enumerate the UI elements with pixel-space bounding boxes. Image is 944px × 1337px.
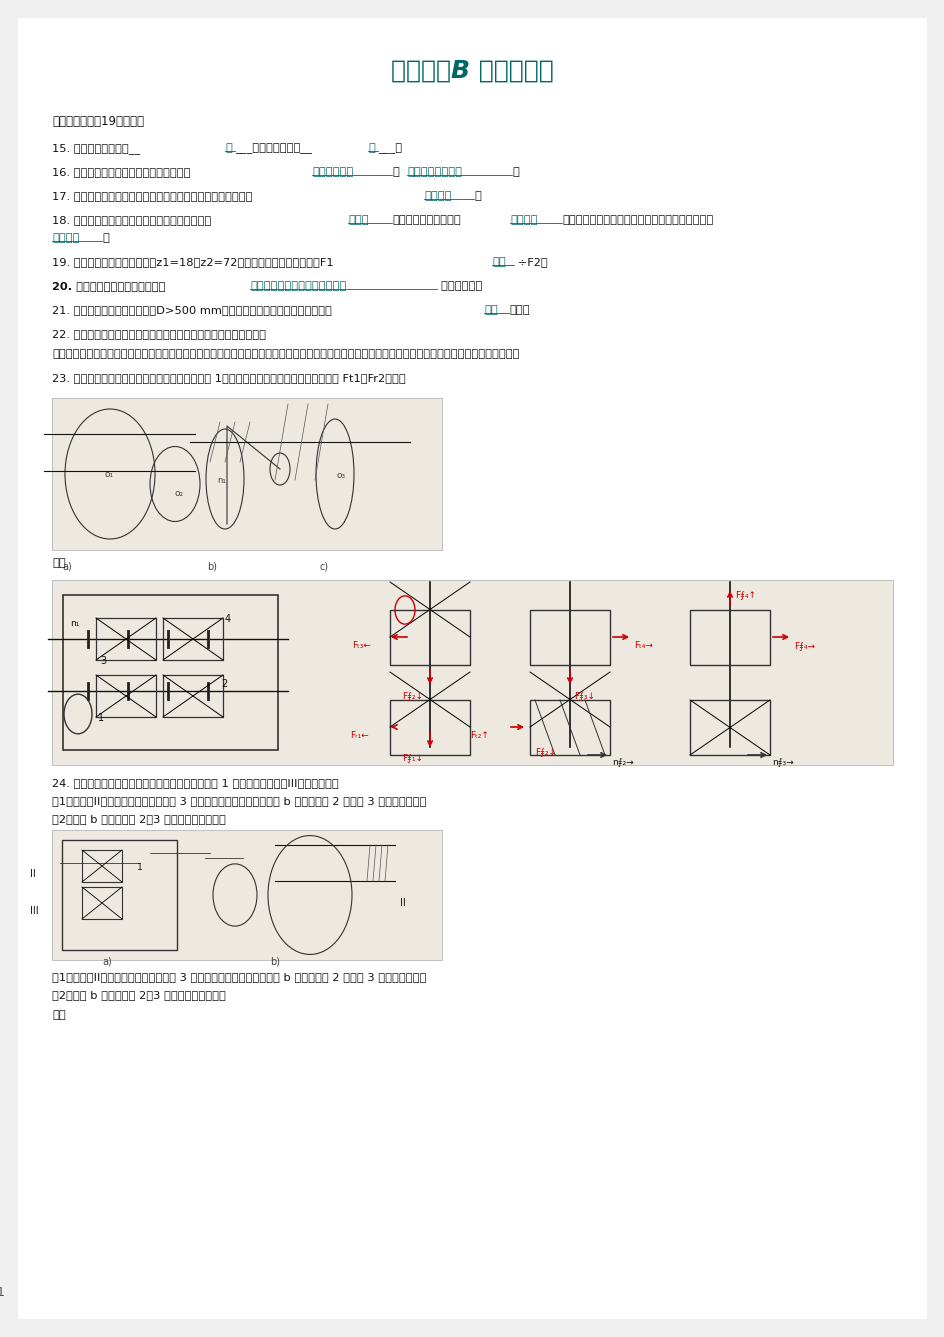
Text: b): b) bbox=[270, 957, 279, 967]
Text: 21. 对大批量生产、尺寸较大（D>500 mm）、形状复杂的齿轮，设计时应选择: 21. 对大批量生产、尺寸较大（D>500 mm）、形状复杂的齿轮，设计时应选择 bbox=[52, 305, 331, 316]
Text: 轮齿弯曲疲劳折断: 轮齿弯曲疲劳折断 bbox=[407, 167, 462, 176]
Bar bbox=[96, 618, 156, 660]
Text: Fₜ₂↑: Fₜ₂↑ bbox=[469, 731, 488, 739]
Bar bbox=[689, 701, 769, 755]
Text: 18. 一对齿轮啮合时，齿大、小齿轮的接触应力为: 18. 一对齿轮啮合时，齿大、小齿轮的接触应力为 bbox=[52, 215, 211, 225]
Text: 为计算对象。: 为计算对象。 bbox=[436, 281, 481, 291]
Text: ÷F2。: ÷F2。 bbox=[514, 257, 548, 267]
Text: 20. 互齿锥齿轮强度计算时，应以: 20. 互齿锥齿轮强度计算时，应以 bbox=[52, 281, 165, 291]
Bar bbox=[96, 675, 156, 717]
Text: 不相等的: 不相等的 bbox=[52, 233, 79, 243]
Text: o₃: o₃ bbox=[337, 471, 346, 480]
Text: （1）为使轴II所受的轴向力最小，齿轮 3 应选取的螺旋线方向，并在图 b 上标出齿轮 2 和齿轮 3 的螺旋线方向；: （1）为使轴II所受的轴向力最小，齿轮 3 应选取的螺旋线方向，并在图 b 上标… bbox=[52, 972, 426, 981]
Text: Fₜ₄→: Fₜ₄→ bbox=[633, 640, 652, 650]
Text: F⨎₃↓: F⨎₃↓ bbox=[573, 691, 595, 701]
Text: II: II bbox=[30, 869, 36, 878]
Text: 下: 下 bbox=[367, 143, 375, 152]
Text: 1: 1 bbox=[0, 1286, 5, 1300]
Text: 。: 。 bbox=[102, 233, 109, 243]
Text: a): a) bbox=[62, 562, 72, 572]
Text: 17. 高速重载齿轮传动，当润滑不良时载可能出现的失效形式是: 17. 高速重载齿轮传动，当润滑不良时载可能出现的失效形式是 bbox=[52, 191, 252, 201]
Text: 和: 和 bbox=[392, 167, 398, 176]
Text: n₁: n₁ bbox=[217, 476, 226, 485]
Bar bbox=[82, 886, 122, 919]
Text: 。: 。 bbox=[512, 167, 518, 176]
Text: F⨎₄↑: F⨎₄↑ bbox=[734, 590, 755, 599]
Text: （2）在图 b 上标出齿轮 2、3 所受各分力的方向。: （2）在图 b 上标出齿轮 2、3 所受各分力的方向。 bbox=[52, 814, 226, 824]
Text: a): a) bbox=[102, 957, 111, 967]
Text: 3: 3 bbox=[100, 656, 106, 666]
Text: 答：: 答： bbox=[52, 1009, 66, 1020]
Text: ___。: ___。 bbox=[378, 143, 402, 154]
Bar bbox=[62, 840, 177, 951]
Bar bbox=[689, 610, 769, 664]
Text: 相等的: 相等的 bbox=[347, 215, 368, 225]
Text: III: III bbox=[30, 906, 39, 916]
Text: n₁: n₁ bbox=[70, 619, 79, 628]
Bar bbox=[52, 398, 442, 550]
Text: 锻造: 锻造 bbox=[483, 305, 497, 316]
Text: 2: 2 bbox=[221, 679, 227, 689]
Text: 24. 图所示为二级斜齿圆柱齿轮减速器，已知：齿轮 1 的螺旋线方向和轴III的转向，求：: 24. 图所示为二级斜齿圆柱齿轮减速器，已知：齿轮 1 的螺旋线方向和轴III的… bbox=[52, 778, 338, 787]
Text: F⨎₂↓: F⨎₂↓ bbox=[401, 691, 423, 701]
Text: 15. 通常带传动松边在__: 15. 通常带传动松边在__ bbox=[52, 143, 140, 154]
Bar bbox=[63, 595, 278, 750]
Text: F⨎₄→: F⨎₄→ bbox=[793, 640, 814, 650]
Text: 不相等的: 不相等的 bbox=[510, 215, 537, 225]
Bar bbox=[52, 580, 892, 765]
Text: ；而弯曲用接触应力是: ；而弯曲用接触应力是 bbox=[392, 215, 461, 225]
Text: F⨎₂↓: F⨎₂↓ bbox=[534, 747, 555, 755]
Text: 齿面疲劳点蚀: 齿面疲劳点蚀 bbox=[312, 167, 353, 176]
Text: 三、主观题（共19道小题）: 三、主观题（共19道小题） bbox=[52, 115, 143, 128]
Text: b): b) bbox=[207, 562, 217, 572]
Bar bbox=[162, 618, 223, 660]
Bar bbox=[390, 610, 469, 664]
Text: 答：闭式齿轮传动主要失效形式为疲劳点蚀、折断、磨损等，须按接触强度来设计；而开式齿轮传动的主要失效形式为磨损、折断，只进行弯曲强度计算。: 答：闭式齿轮传动主要失效形式为疲劳点蚀、折断、磨损等，须按接触强度来设计；而开式… bbox=[52, 349, 519, 360]
Text: o₁: o₁ bbox=[105, 471, 114, 479]
Text: 上: 上 bbox=[225, 143, 231, 152]
Text: 19. 一对标准直齿圆柱齿轮，若z1=18，z2=72，则这对齿轮的弯曲应力：F1: 19. 一对标准直齿圆柱齿轮，若z1=18，z2=72，则这对齿轮的弯曲应力：F… bbox=[52, 257, 333, 267]
Text: o₂: o₂ bbox=[175, 489, 184, 497]
Text: ___，紧传动松边在__: ___，紧传动松边在__ bbox=[235, 143, 312, 154]
Bar bbox=[52, 830, 442, 960]
Text: （2）在图 b 上标出齿轮 2、3 所受各分力的方向。: （2）在图 b 上标出齿轮 2、3 所受各分力的方向。 bbox=[52, 989, 226, 1000]
Text: 毛坯。: 毛坯。 bbox=[509, 305, 529, 316]
Text: c): c) bbox=[320, 562, 329, 572]
Bar bbox=[530, 610, 610, 664]
Text: Fₜ₃←: Fₜ₃← bbox=[351, 640, 370, 650]
Bar bbox=[82, 850, 122, 882]
Text: II: II bbox=[399, 898, 405, 908]
Text: 23. 在下列各齿轮受力图中标注各力的符号（齿轮 1主动）。（各力符号应与数材一致，如 Ft1，Fr2等。）: 23. 在下列各齿轮受力图中标注各力的符号（齿轮 1主动）。（各力符号应与数材一… bbox=[52, 373, 405, 382]
Text: 机械设计B 主观题作业: 机械设计B 主观题作业 bbox=[391, 59, 553, 83]
Text: Fᵣ₁←: Fᵣ₁← bbox=[349, 731, 368, 739]
Text: 22. 闭式齿轮传动与开式齿轮传动的失效形式和设计准则有何不同？: 22. 闭式齿轮传动与开式齿轮传动的失效形式和设计准则有何不同？ bbox=[52, 329, 265, 340]
Bar bbox=[530, 701, 610, 755]
Text: 齿面胶合: 齿面胶合 bbox=[424, 191, 451, 201]
Text: F⨎₁↓: F⨎₁↓ bbox=[401, 753, 423, 762]
Text: 答：: 答： bbox=[52, 558, 66, 568]
Text: n⨎₂→: n⨎₂→ bbox=[612, 758, 633, 767]
Text: 齿宽中点处的当量直齿圆柱齿轮: 齿宽中点处的当量直齿圆柱齿轮 bbox=[250, 281, 346, 291]
Text: 1: 1 bbox=[137, 862, 143, 872]
Bar bbox=[162, 675, 223, 717]
Text: 1: 1 bbox=[98, 713, 104, 723]
Text: ；小齿轮的弯曲应力与大齿轮的弯曲应力一般也是: ；小齿轮的弯曲应力与大齿轮的弯曲应力一般也是 bbox=[562, 215, 713, 225]
Bar bbox=[390, 701, 469, 755]
Text: 16. 一般闭式齿轮传动中的主要失效形式是: 16. 一般闭式齿轮传动中的主要失效形式是 bbox=[52, 167, 191, 176]
Text: 。: 。 bbox=[474, 191, 480, 201]
Text: 大于: 大于 bbox=[492, 257, 505, 267]
Text: （1）为使轴II所受的轴向力最小，齿轮 3 应选取的螺旋线方向，并在图 b 上标出齿轮 2 和齿轮 3 的螺旋线方向；: （1）为使轴II所受的轴向力最小，齿轮 3 应选取的螺旋线方向，并在图 b 上标… bbox=[52, 796, 426, 806]
Text: 4: 4 bbox=[225, 614, 231, 624]
Text: n⨎₃→: n⨎₃→ bbox=[771, 758, 793, 767]
